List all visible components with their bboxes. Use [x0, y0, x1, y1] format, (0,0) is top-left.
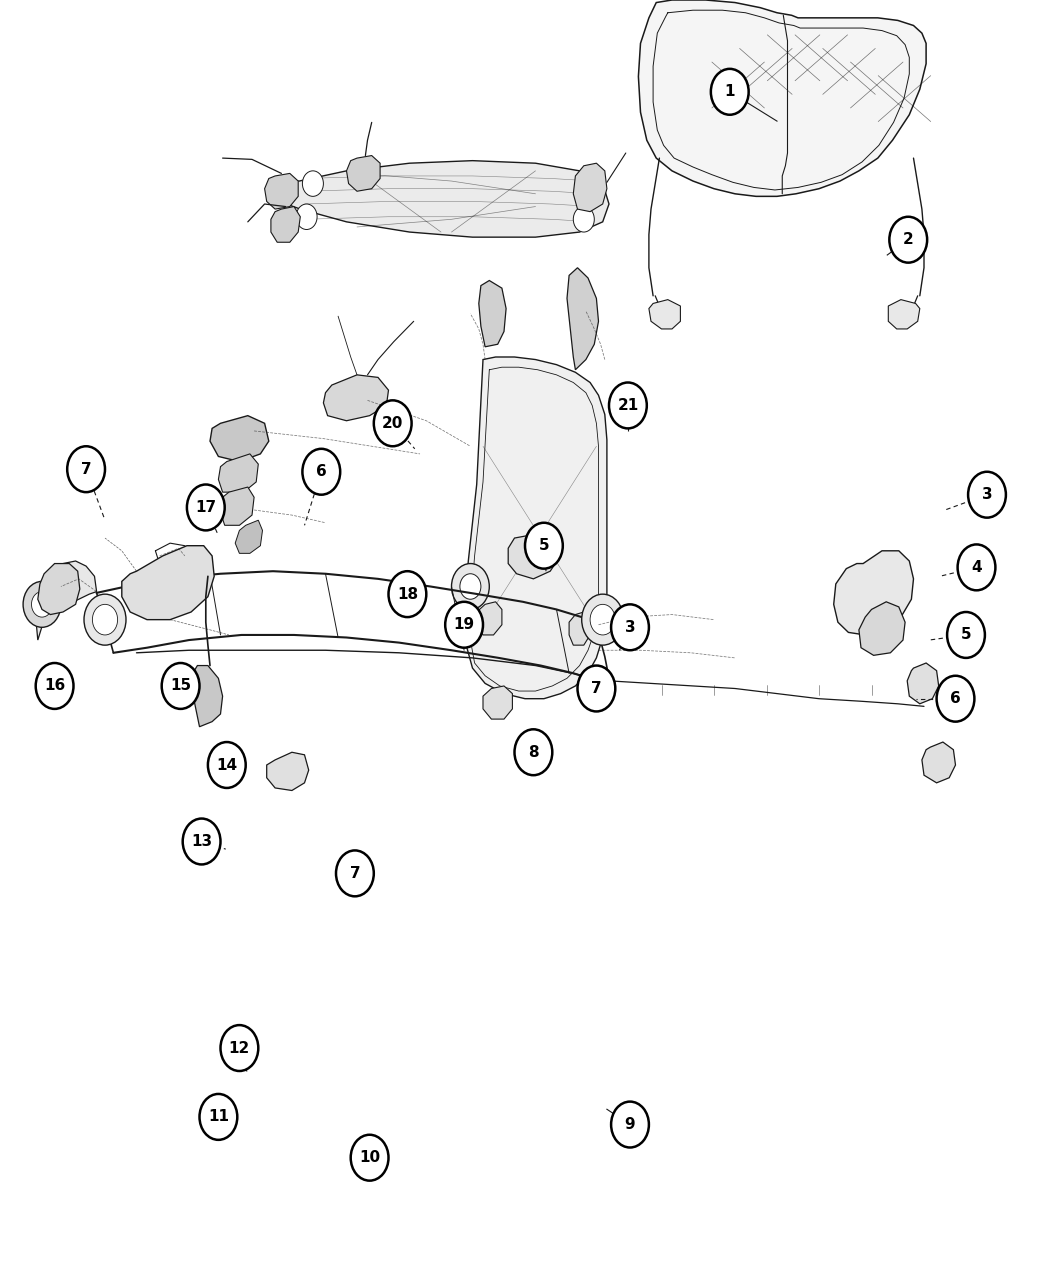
- Polygon shape: [477, 602, 502, 635]
- Circle shape: [187, 484, 225, 530]
- Circle shape: [388, 571, 426, 617]
- Polygon shape: [267, 752, 309, 790]
- Circle shape: [525, 523, 563, 569]
- Polygon shape: [464, 357, 607, 699]
- Text: 3: 3: [982, 487, 992, 502]
- Text: 7: 7: [350, 866, 360, 881]
- Polygon shape: [922, 742, 956, 783]
- Circle shape: [590, 604, 615, 635]
- Polygon shape: [649, 300, 680, 329]
- Text: 7: 7: [591, 681, 602, 696]
- Text: 15: 15: [170, 678, 191, 694]
- Circle shape: [958, 544, 995, 590]
- Circle shape: [162, 663, 200, 709]
- Polygon shape: [323, 375, 388, 421]
- Circle shape: [208, 742, 246, 788]
- Polygon shape: [210, 416, 269, 462]
- Circle shape: [575, 173, 596, 199]
- Circle shape: [92, 604, 118, 635]
- Circle shape: [514, 729, 552, 775]
- Circle shape: [302, 171, 323, 196]
- Circle shape: [220, 1025, 258, 1071]
- Polygon shape: [567, 268, 598, 370]
- Circle shape: [445, 602, 483, 648]
- Text: 10: 10: [359, 1150, 380, 1165]
- Circle shape: [336, 850, 374, 896]
- Text: 11: 11: [208, 1109, 229, 1125]
- Circle shape: [578, 666, 615, 711]
- Polygon shape: [479, 280, 506, 347]
- Polygon shape: [483, 686, 512, 719]
- Polygon shape: [265, 173, 298, 209]
- Circle shape: [609, 382, 647, 428]
- Circle shape: [611, 604, 649, 650]
- Polygon shape: [122, 546, 214, 620]
- Text: 3: 3: [625, 620, 635, 635]
- Circle shape: [711, 69, 749, 115]
- Text: 9: 9: [625, 1117, 635, 1132]
- Polygon shape: [346, 156, 380, 191]
- Circle shape: [296, 204, 317, 230]
- Circle shape: [36, 663, 74, 709]
- Text: 21: 21: [617, 398, 638, 413]
- Polygon shape: [834, 551, 914, 635]
- Text: 12: 12: [229, 1040, 250, 1056]
- Circle shape: [452, 564, 489, 609]
- Text: 20: 20: [382, 416, 403, 431]
- Polygon shape: [218, 454, 258, 492]
- Circle shape: [200, 1094, 237, 1140]
- Circle shape: [374, 400, 412, 446]
- Polygon shape: [220, 487, 254, 525]
- Polygon shape: [508, 533, 559, 579]
- Circle shape: [302, 449, 340, 495]
- Polygon shape: [638, 0, 926, 196]
- Polygon shape: [36, 561, 97, 640]
- Circle shape: [937, 676, 974, 722]
- Text: 19: 19: [454, 617, 475, 632]
- Polygon shape: [273, 161, 609, 237]
- Polygon shape: [888, 300, 920, 329]
- Text: 6: 6: [950, 691, 961, 706]
- Polygon shape: [38, 564, 80, 615]
- Circle shape: [32, 592, 52, 617]
- Text: 8: 8: [528, 745, 539, 760]
- Polygon shape: [271, 207, 300, 242]
- Polygon shape: [907, 663, 939, 704]
- Text: 18: 18: [397, 586, 418, 602]
- Text: 7: 7: [81, 462, 91, 477]
- Text: 5: 5: [961, 627, 971, 643]
- Polygon shape: [569, 612, 590, 645]
- Circle shape: [947, 612, 985, 658]
- Text: 16: 16: [44, 678, 65, 694]
- Polygon shape: [191, 666, 223, 727]
- Text: 6: 6: [316, 464, 327, 479]
- Polygon shape: [235, 520, 262, 553]
- Circle shape: [84, 594, 126, 645]
- Circle shape: [23, 581, 61, 627]
- Polygon shape: [573, 163, 607, 212]
- Circle shape: [968, 472, 1006, 518]
- Text: 14: 14: [216, 757, 237, 773]
- Circle shape: [67, 446, 105, 492]
- Text: 17: 17: [195, 500, 216, 515]
- Circle shape: [351, 1135, 388, 1181]
- Circle shape: [582, 594, 624, 645]
- Polygon shape: [859, 602, 905, 655]
- Text: 5: 5: [539, 538, 549, 553]
- Circle shape: [573, 207, 594, 232]
- Text: 2: 2: [903, 232, 914, 247]
- Circle shape: [183, 819, 220, 864]
- Text: 4: 4: [971, 560, 982, 575]
- Circle shape: [889, 217, 927, 263]
- Text: 1: 1: [724, 84, 735, 99]
- Circle shape: [611, 1102, 649, 1148]
- Circle shape: [460, 574, 481, 599]
- Text: 13: 13: [191, 834, 212, 849]
